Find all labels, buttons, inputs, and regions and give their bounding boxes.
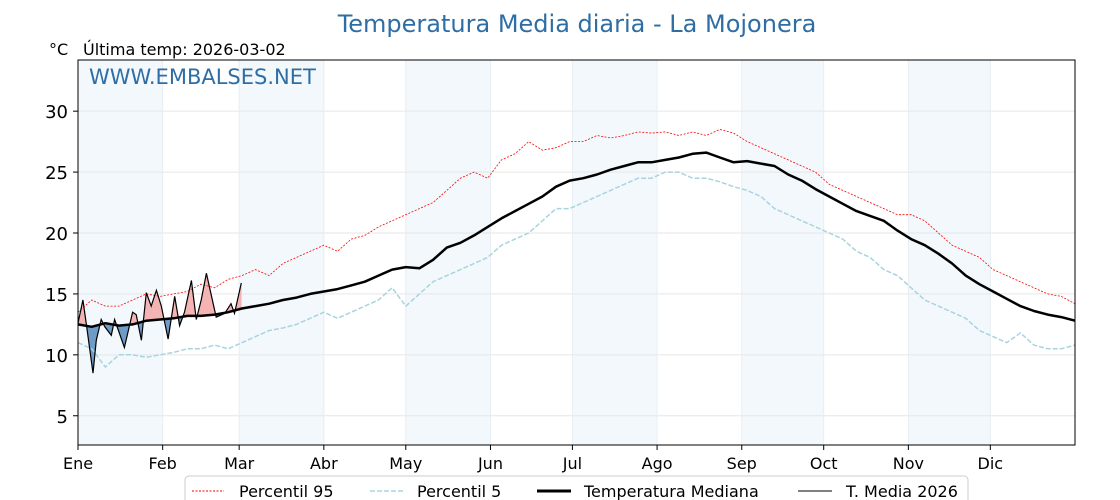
month-band — [239, 60, 324, 445]
x-tick-label-jul: Jul — [562, 454, 582, 473]
x-tick-label-ene: Ene — [63, 454, 93, 473]
y-tick-label: 10 — [45, 346, 68, 367]
x-tick-label-ago: Ago — [642, 454, 673, 473]
y-tick-label: 30 — [45, 102, 68, 123]
grid-lines — [77, 60, 1075, 445]
x-tick-label-dic: Dic — [978, 454, 1004, 473]
x-tick-label-sep: Sep — [727, 454, 757, 473]
median-line — [77, 151, 1076, 329]
y-axis: 5 10 15 20 25 30 — [45, 102, 78, 428]
month-band — [405, 60, 491, 445]
month-band — [572, 60, 658, 445]
month-band — [908, 60, 991, 445]
legend: Percentil 95 Percentil 5 Temperatura Med… — [184, 475, 969, 500]
x-tick-label-oct: Oct — [810, 454, 838, 473]
last-temp-label: Última temp: 2026-03-02 — [83, 40, 286, 59]
legend-label-2026: T. Media 2026 — [845, 482, 958, 500]
legend-label-p5: Percentil 5 — [417, 482, 501, 500]
y-tick-label: 25 — [45, 163, 68, 184]
p95-line — [77, 128, 1076, 313]
series-lines — [77, 128, 1076, 374]
y-tick-label: 5 — [57, 407, 68, 428]
y-tick-label: 20 — [45, 224, 68, 245]
plot-frame — [77, 59, 1076, 446]
legend-box — [184, 475, 969, 500]
x-tick-label-abr: Abr — [310, 454, 338, 473]
watermark: WWW.EMBALSES.NET — [89, 65, 316, 89]
y-tick-label: 15 — [45, 285, 68, 306]
unit-label: °C — [49, 40, 68, 59]
x-tick-label-may: May — [389, 454, 422, 473]
month-band — [741, 60, 824, 445]
x-axis: Ene Feb Mar Abr May Jun Jul Ago Sep Oct Nov Dic — [63, 445, 1003, 473]
legend-label-p95: Percentil 95 — [239, 482, 334, 500]
x-tick-label-nov: Nov — [893, 454, 924, 473]
x-tick-label-mar: Mar — [224, 454, 255, 473]
x-tick-label-feb: Feb — [149, 454, 177, 473]
legend-label-median: Temperatura Mediana — [583, 482, 759, 500]
p5-line — [77, 171, 1076, 369]
current-year-line — [77, 273, 242, 374]
chart-title: Temperatura Media diaria - La Mojonera — [337, 10, 817, 38]
month-band — [78, 60, 163, 445]
month-bands — [78, 60, 991, 445]
x-tick-label-jun: Jun — [477, 454, 503, 473]
